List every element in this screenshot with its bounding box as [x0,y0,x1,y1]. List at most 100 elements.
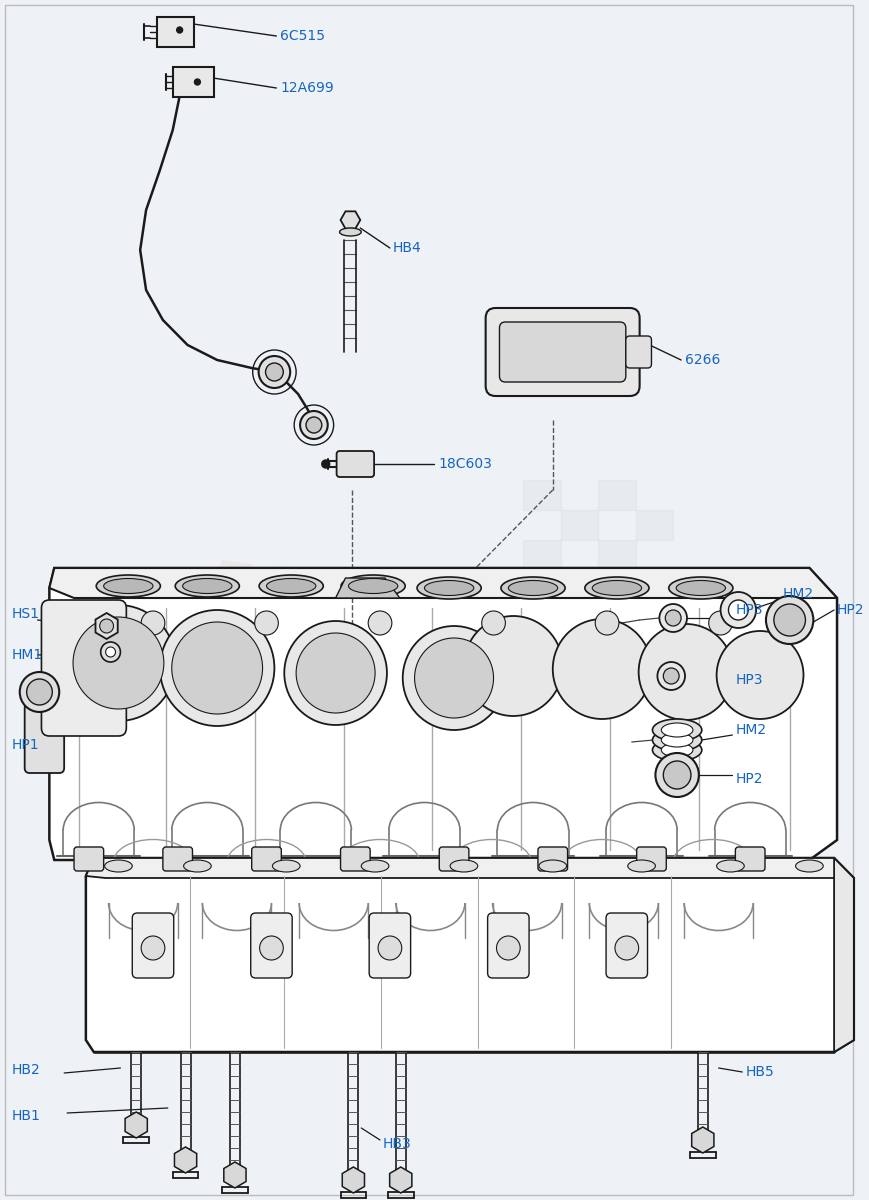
Circle shape [666,610,681,626]
Text: neco: neco [177,520,680,761]
FancyBboxPatch shape [132,913,174,978]
Ellipse shape [96,575,161,596]
Polygon shape [125,1112,148,1138]
Polygon shape [50,568,837,598]
Circle shape [709,611,733,635]
Circle shape [284,622,387,725]
Circle shape [481,611,506,635]
Ellipse shape [653,719,702,740]
Text: 12A699: 12A699 [281,80,334,95]
Bar [561,510,598,540]
Text: HB1: HB1 [12,1109,41,1123]
Ellipse shape [183,860,211,872]
Ellipse shape [348,578,398,594]
Circle shape [639,624,733,720]
Polygon shape [224,1162,246,1188]
Bar [598,540,636,570]
FancyBboxPatch shape [157,17,195,47]
Circle shape [766,596,813,644]
Text: 6C515: 6C515 [281,29,325,43]
Polygon shape [86,858,854,1052]
Ellipse shape [676,581,726,595]
Circle shape [595,611,619,635]
Ellipse shape [627,860,655,872]
FancyBboxPatch shape [439,847,469,871]
Text: HP3: HP3 [735,673,763,686]
Circle shape [657,662,685,690]
Circle shape [20,672,59,712]
Bar [598,480,636,510]
FancyBboxPatch shape [252,847,282,871]
Text: HM2: HM2 [735,722,766,737]
Text: HP2: HP2 [837,602,865,617]
Ellipse shape [341,575,405,596]
Bar [598,600,636,630]
Circle shape [141,611,165,635]
Circle shape [27,679,52,704]
Text: HP2: HP2 [735,772,763,786]
Bar [561,630,598,660]
Text: HP3: HP3 [735,602,763,617]
Circle shape [717,631,804,719]
Polygon shape [96,613,117,638]
Ellipse shape [182,578,232,594]
Ellipse shape [501,577,565,599]
Circle shape [306,416,322,433]
Circle shape [464,616,562,716]
Circle shape [368,611,392,635]
Ellipse shape [424,581,474,595]
Ellipse shape [661,743,693,757]
Bar [523,600,561,630]
Text: HS1: HS1 [12,607,40,622]
Ellipse shape [104,860,132,872]
Circle shape [259,356,290,388]
Polygon shape [50,568,837,860]
FancyBboxPatch shape [500,322,626,382]
Polygon shape [834,858,854,1052]
Text: HB5: HB5 [746,1066,774,1079]
Circle shape [415,638,494,718]
Polygon shape [341,211,361,229]
Ellipse shape [273,860,300,872]
Circle shape [322,460,329,468]
FancyBboxPatch shape [369,913,411,978]
Circle shape [728,600,748,620]
FancyBboxPatch shape [336,451,374,476]
Polygon shape [335,578,400,598]
Ellipse shape [593,581,641,595]
Circle shape [61,605,176,721]
Ellipse shape [508,581,558,595]
Circle shape [296,634,375,713]
Text: HB3: HB3 [383,1138,412,1151]
Circle shape [73,617,164,709]
Ellipse shape [585,577,649,599]
FancyBboxPatch shape [163,847,192,871]
FancyBboxPatch shape [173,67,214,97]
Circle shape [100,619,114,634]
Circle shape [106,647,116,658]
Ellipse shape [653,728,702,751]
FancyBboxPatch shape [626,336,652,368]
Circle shape [615,936,639,960]
Bar [636,510,673,540]
Polygon shape [692,1127,714,1153]
FancyBboxPatch shape [74,847,103,871]
Bar [636,570,673,600]
Ellipse shape [176,575,239,596]
Circle shape [176,26,182,32]
Circle shape [141,936,165,960]
Ellipse shape [417,577,481,599]
Circle shape [255,611,278,635]
Circle shape [160,610,275,726]
FancyBboxPatch shape [341,847,370,871]
Text: HB2: HB2 [12,1063,41,1078]
Circle shape [195,79,201,85]
Bar [636,630,673,660]
Circle shape [663,761,691,790]
FancyBboxPatch shape [24,703,64,773]
Ellipse shape [653,739,702,761]
Ellipse shape [450,860,478,872]
Bar [523,480,561,510]
Bar [523,540,561,570]
Circle shape [655,754,699,797]
